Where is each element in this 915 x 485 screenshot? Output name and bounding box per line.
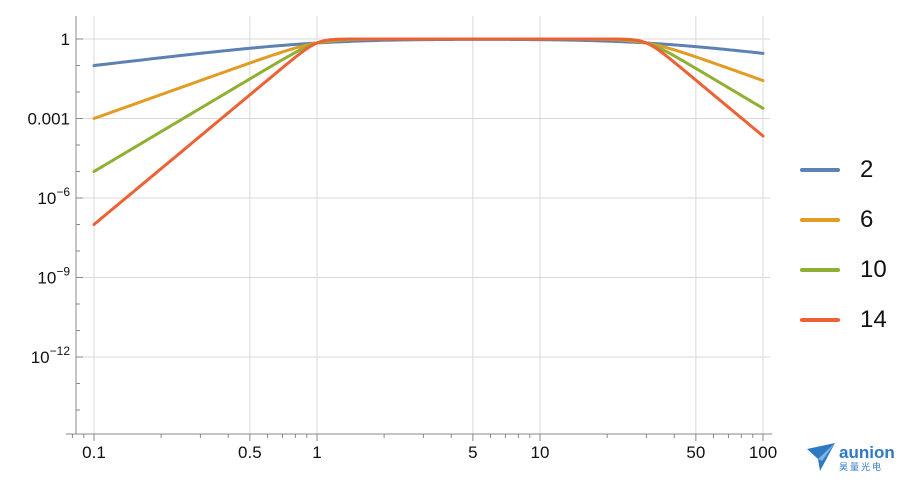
legend-label: 14 [860,306,887,333]
labels-layer: 0.1 0.5 1 5 10 50 100 1 0.001 10−6 10−9 10−12 [27,30,777,462]
x-tick-label: 0.5 [238,443,262,462]
y-tick-label: 10−12 [31,344,71,367]
legend-item: 14 [800,295,887,345]
y-tick-label: 0.001 [27,110,70,129]
logo-chinese-name: 昊量光电 [839,462,884,472]
logo-wordmark: aunion [839,443,895,462]
legend-item: 2 [800,145,887,195]
legend-label: 2 [860,156,874,183]
x-tick-label: 5 [468,443,477,462]
y-tick-label: 10−9 [37,265,70,288]
legend-label: 10 [860,256,887,283]
chart-legend: 2 6 10 14 [800,145,887,345]
y-tick-label: 1 [61,30,70,49]
series-line-order-10 [92,37,765,173]
series-layer [92,37,765,226]
axes-layer [66,16,772,441]
paper-plane-icon [807,443,835,471]
grid-layer [76,16,770,434]
legend-item: 10 [800,245,887,295]
legend-swatch [800,268,840,272]
legend-label: 6 [860,206,874,233]
x-tick-label: 10 [531,443,550,462]
y-tick-label: 10−6 [37,185,70,208]
legend-swatch [800,168,840,172]
x-tick-label: 0.1 [82,443,106,462]
company-logo: aunion 昊量光电 [806,441,895,475]
legend-item: 6 [800,195,887,245]
legend-swatch [800,318,840,322]
x-tick-label: 50 [686,443,705,462]
x-tick-label: 100 [749,443,777,462]
legend-swatch [800,218,840,222]
series-line-order-14 [92,37,765,226]
x-tick-label: 1 [312,443,321,462]
